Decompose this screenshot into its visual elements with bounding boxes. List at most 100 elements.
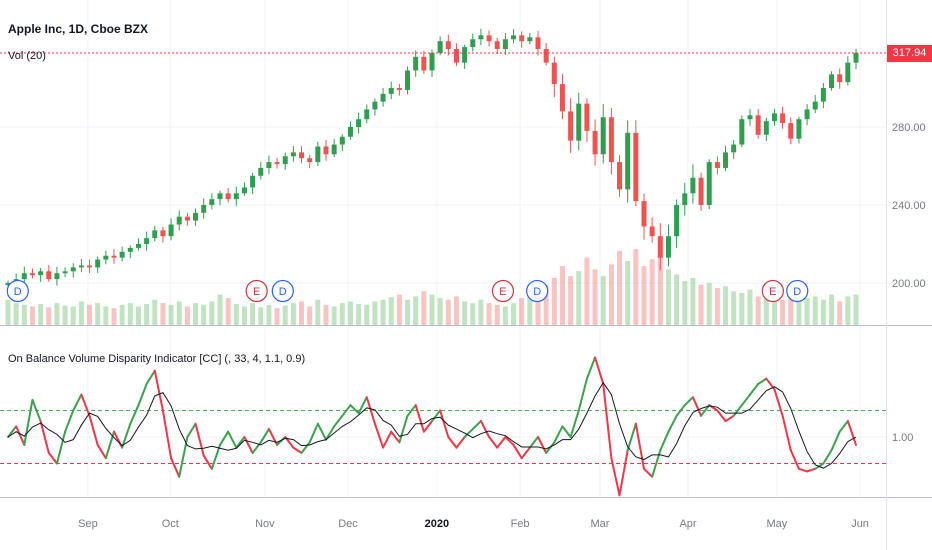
indicator-line-segment xyxy=(324,425,336,441)
volume-legend[interactable]: Vol (20) xyxy=(8,50,46,62)
time-tick-label: Jun xyxy=(851,518,869,530)
volume-bar xyxy=(241,306,247,325)
volume-bar xyxy=(829,294,835,325)
price-tick-label: 280.00 xyxy=(892,122,926,134)
indicator-line-segment xyxy=(496,436,507,449)
price-axis[interactable] xyxy=(886,0,932,497)
dividend-event-marker[interactable] xyxy=(786,279,809,303)
volume-bar xyxy=(771,294,777,325)
candle-body xyxy=(853,52,859,63)
indicator-line-segment xyxy=(830,430,841,452)
candle-body xyxy=(657,236,663,258)
earnings-event-marker[interactable] xyxy=(761,279,784,303)
indicator-line-segment xyxy=(569,409,580,438)
candle-body xyxy=(812,101,818,110)
indicator-line-segment xyxy=(422,420,433,433)
volume-bar xyxy=(193,303,199,325)
candle-body xyxy=(323,146,329,155)
volume-bar xyxy=(551,277,557,325)
indicator-line-segment xyxy=(561,425,572,438)
dividend-event-marker[interactable] xyxy=(526,279,549,303)
indicator-legend[interactable]: On Balance Volume Disparity Indicator [C… xyxy=(8,353,305,365)
time-tick-label: 2020 xyxy=(425,518,449,530)
indicator-line-segment xyxy=(700,404,711,417)
candle-body xyxy=(62,271,68,274)
candle-body xyxy=(829,74,835,88)
symbol-legend[interactable]: Apple Inc, 1D, Cboe BZX xyxy=(8,22,148,36)
indicator-line-segment xyxy=(822,449,833,465)
volume-bar xyxy=(674,274,680,325)
candle-body xyxy=(600,117,606,155)
volume-bar xyxy=(559,266,565,325)
indicator-line-segment xyxy=(292,446,303,454)
indicator-line-segment xyxy=(227,430,238,449)
indicator-line-segment xyxy=(439,409,450,438)
indicator-line-segment xyxy=(732,404,743,417)
event-letter: E xyxy=(769,286,776,298)
indicator-line-segment xyxy=(781,414,792,452)
indicator-line-segment xyxy=(243,436,254,454)
symbol-title[interactable]: Apple Inc, 1D, Cboe BZX xyxy=(8,22,149,36)
indicator-line-segment xyxy=(789,449,800,470)
candle-body xyxy=(763,121,769,135)
candle-body xyxy=(617,162,623,190)
candle-body xyxy=(771,113,777,122)
indicator-line-segment xyxy=(390,430,401,444)
indicator-line-segment xyxy=(7,425,18,438)
candle-body xyxy=(201,205,207,213)
indicator-line-segment xyxy=(716,409,727,423)
indicator-line-segment xyxy=(447,436,458,449)
candle-body xyxy=(282,156,288,165)
candle-body xyxy=(307,158,313,163)
volume-bar xyxy=(380,299,386,325)
volume-bar xyxy=(845,296,851,325)
volume-indicator-label[interactable]: Vol (20) xyxy=(8,50,46,62)
volume-bar xyxy=(21,304,27,325)
indicator-title[interactable]: On Balance Volume Disparity Indicator [C… xyxy=(8,353,306,365)
volume-bar xyxy=(160,303,166,325)
indicator-line-segment xyxy=(471,420,482,431)
indicator-line-segment xyxy=(96,443,107,460)
candle-body xyxy=(331,144,337,155)
volume-bar xyxy=(478,299,484,325)
time-axis[interactable] xyxy=(0,497,886,550)
volume-bar xyxy=(111,308,117,325)
candle-body xyxy=(258,167,264,176)
volume-bar xyxy=(600,276,606,325)
volume-bar xyxy=(372,301,378,325)
earnings-event-marker[interactable] xyxy=(491,279,515,303)
indicator-line-segment xyxy=(47,451,58,465)
dividend-event-marker[interactable] xyxy=(6,279,29,303)
volume-bar xyxy=(804,298,810,325)
candle-body xyxy=(592,130,598,155)
volume-bar xyxy=(714,287,720,325)
candle-body xyxy=(723,152,729,168)
volume-bar xyxy=(665,269,671,325)
candle-body xyxy=(380,93,386,102)
volume-bar xyxy=(135,306,141,325)
volume-bar xyxy=(29,306,35,325)
candle-body xyxy=(535,37,541,49)
dividend-event-marker[interactable] xyxy=(271,279,294,303)
earnings-event-marker[interactable] xyxy=(245,279,268,303)
indicator-line-segment xyxy=(349,404,360,415)
indicator-line-segment xyxy=(748,383,760,396)
indicator-line-segment xyxy=(316,422,327,441)
time-tick-label: Sep xyxy=(78,518,98,530)
volume-bar xyxy=(95,303,101,325)
volume-bar xyxy=(62,305,68,325)
volume-bar xyxy=(421,291,427,325)
volume-bar xyxy=(209,301,215,325)
volume-bar xyxy=(250,303,256,325)
volume-bar xyxy=(617,250,623,325)
indicator-line-segment xyxy=(724,414,735,423)
indicator-line-segment xyxy=(112,430,124,449)
indicator-line-segment xyxy=(602,383,613,460)
volume-bar xyxy=(274,308,280,325)
candle-body xyxy=(421,56,427,71)
candle-body xyxy=(519,35,525,42)
candle-body xyxy=(747,115,753,120)
volume-bar xyxy=(290,303,296,325)
volume-bar xyxy=(470,303,476,325)
